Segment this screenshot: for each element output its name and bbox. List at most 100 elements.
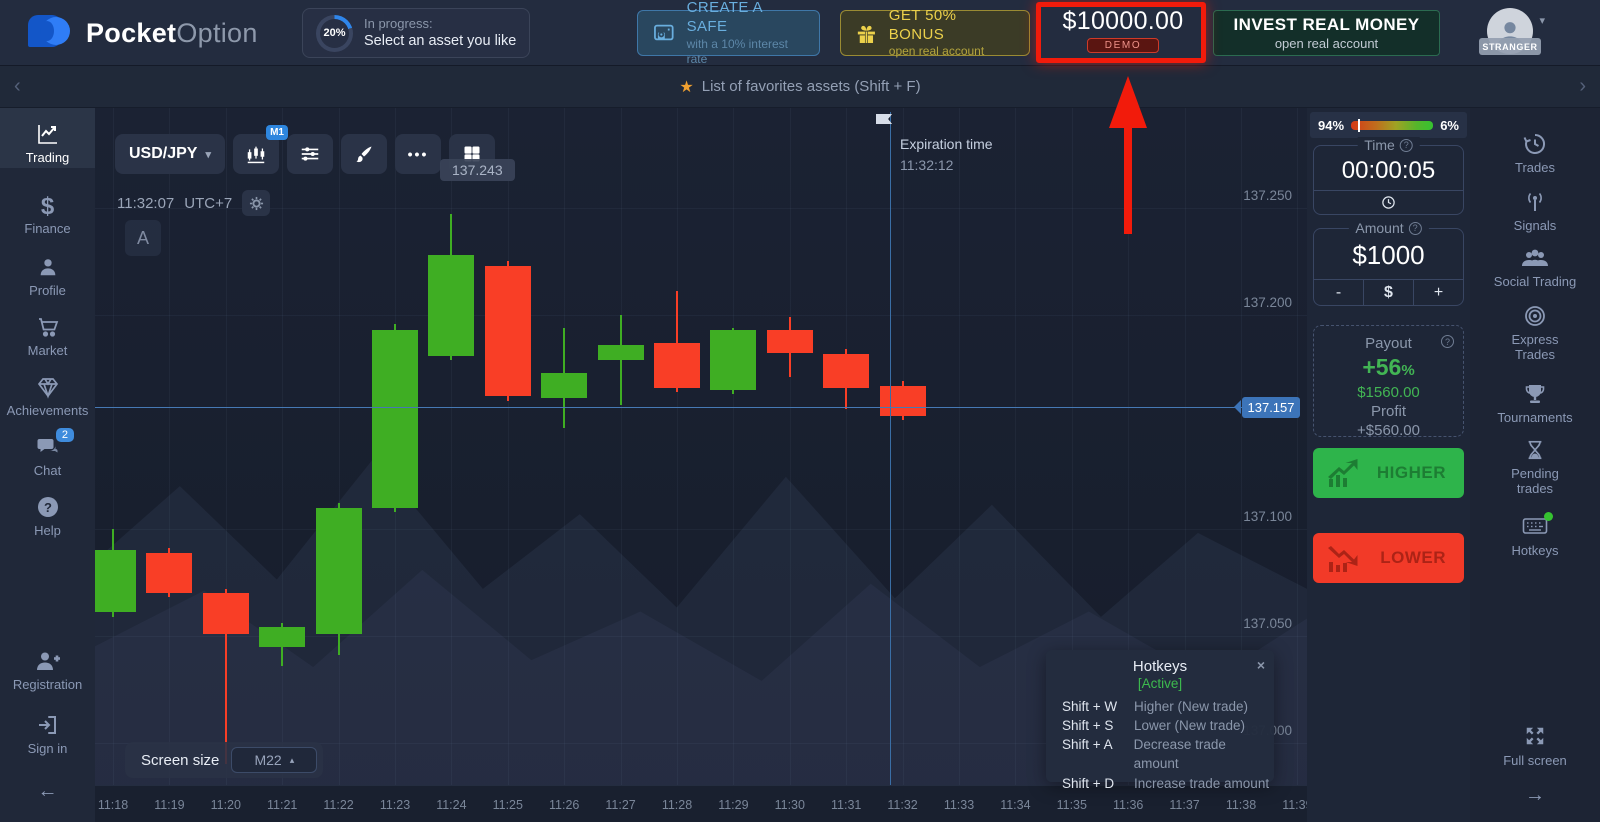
sidebar-item-tournaments[interactable]: Tournaments [1470,382,1600,426]
amount-decrease-button[interactable]: - [1335,283,1342,301]
time-axis-label: 11:22 [323,798,354,812]
expiration-info: Expiration time 11:32:12 [900,134,993,176]
gridline [451,108,453,785]
sidebar-item-profile[interactable]: Profile [0,255,95,298]
sidebar-label: Express Trades [1511,332,1559,362]
onboarding-progress-widget[interactable]: 20% In progress: Select an asset you lik… [302,8,531,58]
gridline [620,108,622,785]
sidebar-label: Sign in [27,741,68,756]
help-circle-icon[interactable]: ? [1408,221,1422,235]
left-sidebar: Trading $ Finance Profile Market Achieve… [0,108,95,822]
sidebar-item-trading[interactable]: Trading [0,108,95,168]
sidebar-label: Finance [24,221,71,236]
candle [823,353,870,388]
safe-icon [654,24,674,40]
asset-selector-button[interactable]: USD/JPY ▾ [115,134,225,174]
chevron-down-icon: ▾ [205,148,211,161]
profit-label: Profit [1370,403,1406,420]
scroll-left-chevron-icon[interactable]: ‹ [14,75,21,97]
amount-value[interactable]: $1000 [1352,240,1425,270]
sidebar-item-chat[interactable]: 2 Chat [0,428,95,478]
expand-sidebar-arrow-icon[interactable]: → [1525,784,1545,806]
target-icon [1523,304,1547,330]
expiration-time-value[interactable]: 00:00:05 [1341,157,1436,184]
drawing-tools-button[interactable] [341,134,387,174]
invest-real-money-button[interactable]: INVEST REAL MONEY open real account [1213,10,1440,56]
time-axis-label: 11:20 [210,798,241,812]
sentiment-indicator: 94% 6% [1310,112,1467,138]
time-settings-button[interactable] [242,190,271,216]
trades-history-icon [1523,132,1547,158]
sidebar-item-express-trades[interactable]: Express Trades [1470,304,1600,363]
more-tools-button[interactable]: ••• [395,134,441,174]
screen-size-select[interactable]: M22 ▴ [231,747,318,773]
sidebar-item-social-trading[interactable]: Social Trading [1470,246,1600,290]
higher-button[interactable]: HIGHER [1313,448,1464,498]
sentiment-sell-percent: 94% [1318,117,1345,133]
sidebar-item-trades[interactable]: Trades [1470,132,1600,176]
sidebar-item-finance[interactable]: $ Finance [0,193,95,236]
sidebar-item-hotkeys[interactable]: Hotkeys [1470,512,1600,559]
collapse-sidebar-arrow-icon[interactable]: ← [37,780,58,802]
hotkeys-title: Hotkeys [1132,658,1188,675]
candle [95,550,136,613]
get-bonus-button[interactable]: GET 50% BONUS open real account [840,6,1030,58]
expiration-time-line [890,112,891,785]
sidebar-item-signals[interactable]: Signals [1470,190,1600,234]
candle [484,265,531,397]
sidebar-item-full-screen[interactable]: Full screen [1470,725,1600,769]
close-icon[interactable]: × [1256,657,1265,673]
hourglass-icon [1524,438,1546,464]
payout-label: Payout [1365,335,1412,352]
pocket-option-logo[interactable]: PocketOption [28,13,258,53]
time-axis-label: 11:21 [267,798,298,812]
gridline [677,108,678,785]
candle [597,344,644,360]
scroll-right-chevron-icon[interactable]: › [1579,75,1586,97]
amount-currency-button[interactable]: $ [1363,280,1413,305]
create-safe-button[interactable]: CREATE A SAFE with a 10% interest rate [637,0,820,66]
gridline [169,108,171,785]
sentiment-buy-percent: 6% [1440,117,1459,133]
candle-wick [676,291,678,393]
server-clock: 11:32:07 UTC+7 [117,190,271,216]
lower-button[interactable]: LOWER [1313,533,1464,583]
annotation-tool-marker[interactable]: A [125,220,161,256]
get-bonus-title: GET 50% BONUS [888,6,957,43]
account-balance[interactable]: $10000.00 DEMO [1048,7,1198,53]
fullscreen-icon [1524,725,1546,751]
sidebar-item-help[interactable]: ? Help [0,495,95,538]
progress-percent: 20% [320,18,349,48]
sidebar-item-market[interactable]: Market [0,315,95,358]
logo-word-option: Option [176,17,258,48]
trend-down-icon [1328,546,1358,572]
favorites-bar: ‹ ★ List of favorites assets (Shift + F)… [0,66,1600,108]
lower-label: LOWER [1380,548,1446,567]
help-circle-icon[interactable]: ? [1441,335,1454,348]
price-chart[interactable]: Expiration time 11:32:12 137.157 137.250… [95,108,1307,822]
hotkeys-status: [Active] [1137,676,1183,691]
hotkeys-panel: Hotkeys × [Active] Shift + W Higher (New… [1046,650,1274,791]
profile-icon [37,255,59,281]
sidebar-label: Profile [29,283,66,298]
gridline [95,635,1307,637]
amount-increase-button[interactable]: + [1413,280,1463,305]
price-level-label: 137.243 [440,159,515,181]
sidebar-item-registration[interactable]: Registration [0,649,95,692]
sidebar-item-achievements[interactable]: Achievements [0,375,95,418]
sidebar-item-sign-in[interactable]: Sign in [0,713,95,756]
timeframe-badge: M1 [266,125,288,140]
amount-label: Amount [1355,220,1404,236]
indicators-button[interactable] [287,134,333,174]
sidebar-item-pending-trades[interactable]: Pending trades [1470,438,1600,497]
help-circle-icon[interactable]: ? [1399,138,1413,152]
chart-type-button[interactable]: M1 [233,125,288,174]
time-label: Time [1364,137,1395,153]
candle [710,329,757,390]
hotkey-action: Higher (New trade) [1134,699,1249,714]
user-menu[interactable]: STRANGER ▾ [1479,8,1545,60]
chevron-down-icon: ▾ [1539,15,1545,27]
expiration-title: Expiration time [900,136,993,152]
hotkey-keys: Shift + D [1062,775,1115,791]
time-mode-toggle[interactable] [1314,190,1463,214]
